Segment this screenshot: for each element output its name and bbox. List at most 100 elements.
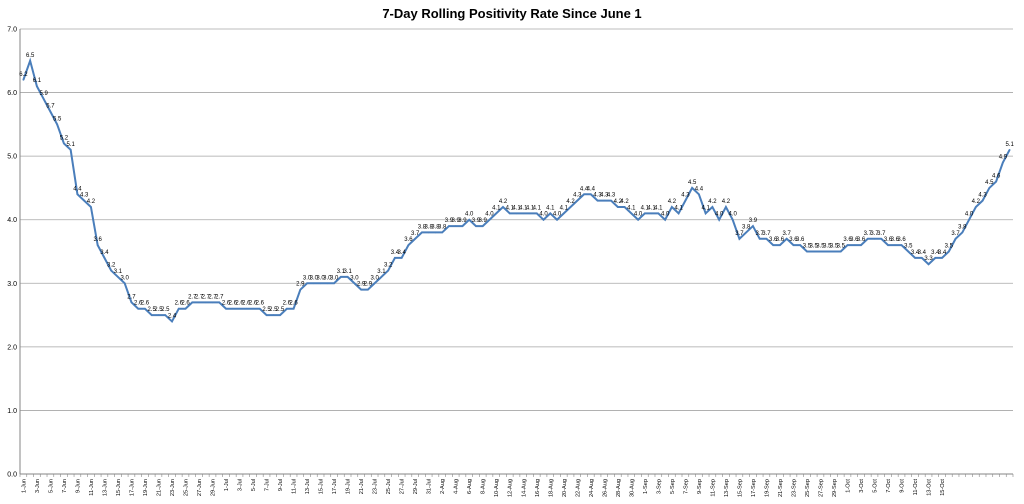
data-label: 3.8: [438, 224, 447, 230]
x-tick-label: 19-Jun: [143, 479, 149, 496]
data-label: 3.8: [431, 224, 440, 230]
data-label: 3.1: [114, 269, 123, 275]
data-point: [326, 282, 329, 285]
y-tick-label: 5.0: [7, 154, 17, 161]
data-point: [1008, 148, 1011, 151]
data-label: 4.1: [533, 205, 542, 211]
data-label: 2.6: [242, 301, 251, 307]
data-label: 3.2: [384, 263, 393, 269]
y-tick-label: 7.0: [7, 27, 17, 34]
data-label: 3.0: [121, 275, 130, 281]
data-label: 4.1: [654, 205, 663, 211]
data-label: 4.3: [681, 193, 690, 199]
data-point: [853, 244, 856, 246]
data-point: [846, 244, 849, 246]
data-point: [839, 250, 842, 253]
data-point: [556, 218, 558, 221]
data-label: 4.4: [73, 186, 82, 192]
data-label: 3.9: [749, 218, 758, 224]
data-point: [948, 250, 950, 253]
data-point: [704, 212, 707, 215]
data-label: 2.6: [249, 301, 258, 307]
data-label: 4.2: [499, 199, 508, 205]
data-label: 2.6: [229, 301, 238, 307]
data-label: 3.0: [350, 275, 359, 281]
data-label: 3.7: [877, 231, 886, 237]
data-label: 3.0: [370, 275, 379, 281]
data-label: 4.2: [668, 199, 677, 205]
data-point: [758, 237, 761, 240]
data-point: [508, 212, 511, 215]
data-point: [137, 307, 140, 310]
x-tick-label: 11-Jun: [89, 479, 95, 496]
data-point: [569, 206, 572, 208]
data-label: 4.4: [580, 186, 589, 192]
data-point: [941, 257, 943, 259]
data-point: [218, 301, 221, 304]
data-label: 4.1: [512, 205, 521, 211]
data-label: 4.4: [587, 186, 596, 192]
data-point: [448, 225, 450, 227]
data-point: [272, 314, 275, 316]
data-point: [819, 250, 822, 253]
data-label: 4.1: [519, 205, 528, 211]
data-label: 2.5: [276, 307, 285, 313]
data-label: 3.6: [796, 237, 805, 243]
data-label: 3.5: [904, 244, 913, 250]
data-label: 3.4: [911, 250, 920, 256]
y-tick-label: 4.0: [7, 217, 17, 224]
x-tick-label: 1-Sep: [643, 479, 649, 494]
x-tick-label: 16-Aug: [535, 479, 541, 497]
data-label: 2.7: [208, 294, 217, 300]
data-point: [340, 276, 342, 278]
data-point: [421, 231, 423, 234]
x-tick-label: 6-Aug: [467, 479, 473, 494]
x-tick-label: 7-Oct: [886, 479, 892, 493]
x-tick-label: 1-Jun: [21, 479, 27, 493]
data-label: 3.6: [776, 237, 785, 243]
x-tick-label: 17-Jun: [129, 479, 135, 496]
data-point: [454, 225, 457, 227]
data-label: 5.7: [46, 104, 55, 110]
data-point: [400, 257, 403, 259]
data-label: 4.2: [722, 199, 731, 205]
data-label: 2.6: [181, 301, 190, 307]
data-point: [562, 212, 565, 215]
data-point: [954, 237, 957, 240]
data-label: 4.2: [87, 199, 96, 205]
data-label: 4.1: [526, 205, 535, 211]
data-point: [252, 307, 254, 310]
data-point: [184, 307, 187, 310]
x-tick-label: 13-Oct: [927, 479, 933, 496]
x-tick-label: 7-Jun: [62, 479, 68, 493]
x-tick-label: 25-Jul: [386, 479, 392, 494]
data-point: [373, 282, 376, 285]
data-label: 4.1: [560, 205, 569, 211]
data-label: 4.1: [506, 205, 515, 211]
x-tick-label: 25-Jun: [184, 479, 190, 496]
data-label: 3.0: [310, 275, 319, 281]
data-label: 4.1: [674, 205, 683, 211]
data-labels: 6.26.56.15.95.75.55.25.14.44.34.23.63.43…: [19, 53, 1014, 320]
x-tick-label: 23-Jul: [373, 479, 379, 494]
data-label: 2.7: [215, 294, 224, 300]
data-point: [725, 206, 727, 208]
x-tick-label: 13-Jul: [305, 479, 311, 494]
data-point: [299, 288, 302, 291]
data-label: 3.6: [891, 237, 900, 243]
data-label: 2.4: [168, 313, 177, 319]
data-label: 3.7: [762, 231, 771, 237]
data-point: [346, 276, 349, 278]
data-point: [204, 301, 207, 304]
data-point: [42, 98, 45, 100]
data-point: [914, 257, 916, 259]
x-tick-label: 22-Aug: [575, 479, 581, 497]
data-label: 4.9: [999, 155, 1008, 161]
data-point: [481, 225, 484, 227]
data-label: 6.5: [26, 53, 35, 59]
data-label: 3.9: [479, 218, 488, 224]
data-label: 3.9: [472, 218, 481, 224]
data-point: [610, 199, 612, 202]
x-tick-label: 1-Jul: [224, 479, 230, 491]
x-tick-label: 9-Sep: [697, 479, 703, 494]
